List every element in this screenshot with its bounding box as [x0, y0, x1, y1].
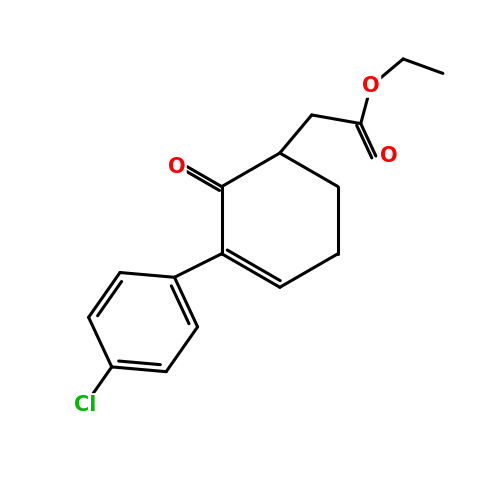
Text: O: O	[168, 156, 185, 176]
Text: Cl: Cl	[74, 395, 96, 415]
Text: O: O	[362, 76, 380, 96]
Text: O: O	[380, 146, 397, 166]
